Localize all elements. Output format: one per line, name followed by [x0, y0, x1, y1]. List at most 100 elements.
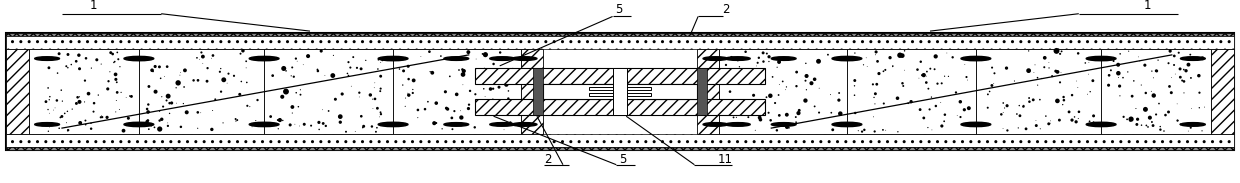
Point [805, 105, 825, 108]
Point [867, 83, 887, 86]
Point [107, 99, 126, 102]
Point [139, 85, 159, 88]
Point [776, 88, 796, 91]
Point [286, 57, 306, 60]
Point [363, 107, 383, 110]
Point [1050, 81, 1070, 84]
Circle shape [1086, 122, 1116, 127]
Point [503, 98, 523, 101]
Point [420, 70, 440, 73]
Point [1048, 99, 1068, 102]
Point [151, 118, 171, 121]
Point [759, 111, 779, 114]
Point [336, 130, 356, 133]
Point [268, 119, 288, 122]
Point [103, 53, 123, 55]
Point [909, 77, 929, 80]
Circle shape [961, 122, 991, 127]
Point [202, 128, 222, 131]
Point [786, 85, 806, 88]
Point [805, 78, 825, 81]
Point [150, 110, 170, 113]
Point [1127, 118, 1147, 121]
Point [934, 120, 954, 123]
Point [108, 58, 128, 61]
Point [864, 96, 884, 99]
Point [69, 95, 89, 98]
Point [31, 57, 51, 59]
Point [744, 94, 764, 97]
Point [1143, 124, 1163, 127]
Point [50, 52, 69, 55]
Point [330, 121, 350, 124]
Point [67, 102, 87, 105]
Point [281, 74, 301, 77]
Point [796, 88, 816, 91]
Point [1039, 122, 1059, 125]
Point [894, 69, 914, 72]
Point [290, 88, 310, 91]
Point [756, 96, 776, 99]
Point [923, 128, 942, 131]
Point [393, 84, 413, 87]
Point [273, 95, 293, 98]
Point [796, 74, 816, 77]
Point [193, 55, 213, 58]
Point [351, 67, 371, 70]
Point [58, 66, 78, 69]
Point [750, 102, 770, 104]
Point [190, 58, 210, 61]
Point [1117, 70, 1137, 73]
Point [1079, 61, 1099, 64]
Circle shape [725, 123, 750, 126]
Point [398, 65, 418, 68]
Point [350, 91, 370, 94]
Point [495, 100, 515, 103]
Point [1099, 84, 1118, 87]
Point [1136, 108, 1156, 111]
Point [367, 107, 387, 110]
Point [852, 130, 872, 133]
Point [760, 94, 780, 97]
Point [494, 128, 513, 131]
Point [371, 75, 391, 78]
Point [844, 52, 864, 55]
Point [1039, 66, 1059, 69]
Point [1034, 66, 1054, 69]
Point [415, 108, 435, 111]
Point [309, 128, 329, 131]
Point [1035, 56, 1055, 59]
Circle shape [771, 123, 796, 126]
Point [914, 74, 934, 76]
Point [1049, 119, 1069, 122]
Point [365, 97, 384, 100]
Point [883, 65, 903, 68]
Point [396, 97, 415, 100]
Point [1027, 124, 1047, 127]
Point [874, 102, 894, 105]
Point [161, 102, 181, 104]
Point [854, 128, 874, 131]
Circle shape [832, 56, 862, 61]
Point [926, 96, 946, 99]
Point [239, 105, 259, 108]
Point [947, 114, 967, 117]
Point [931, 101, 951, 104]
Point [459, 107, 479, 110]
Point [1162, 76, 1182, 79]
Point [790, 109, 810, 112]
Point [341, 85, 361, 88]
Point [453, 73, 472, 76]
Point [410, 55, 430, 58]
Bar [6, 49, 29, 134]
Point [857, 56, 877, 59]
Point [475, 53, 495, 56]
Point [56, 65, 76, 68]
Point [475, 95, 495, 98]
Point [853, 63, 873, 66]
Point [227, 119, 247, 122]
Point [869, 72, 889, 75]
Point [294, 63, 314, 66]
Point [350, 96, 370, 98]
Point [951, 116, 971, 119]
